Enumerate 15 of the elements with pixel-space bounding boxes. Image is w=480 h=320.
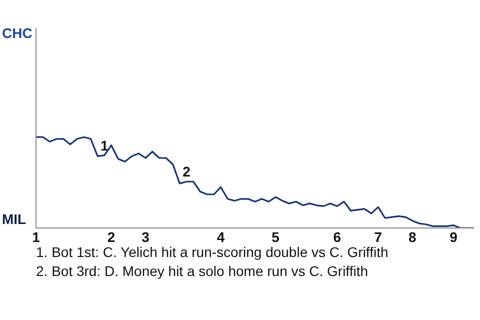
x-tick-label: 9 xyxy=(450,229,458,245)
annotation: 1 xyxy=(100,137,109,154)
text: 1. Bot 1st: C. Yelich hit a run-scoring double vs C. Griffith xyxy=(36,243,388,262)
x-tick-label: 2 xyxy=(107,229,116,245)
x-tick-label: 1 xyxy=(32,229,40,245)
x-tick-label: 3 xyxy=(142,229,150,245)
text: MIL xyxy=(2,211,26,227)
text: 2. Bot 3rd: D. Money hit a solo home run vs C. Griffith xyxy=(36,262,369,281)
x-tick-label: 5 xyxy=(272,229,280,245)
x-tick-label: 6 xyxy=(333,229,342,245)
annotation: 2 xyxy=(182,164,191,180)
x-tick-label: 4 xyxy=(216,229,225,245)
x-tick-label: 7 xyxy=(374,229,382,245)
text: CHC xyxy=(2,25,32,41)
x-tick-label: 8 xyxy=(408,229,417,245)
